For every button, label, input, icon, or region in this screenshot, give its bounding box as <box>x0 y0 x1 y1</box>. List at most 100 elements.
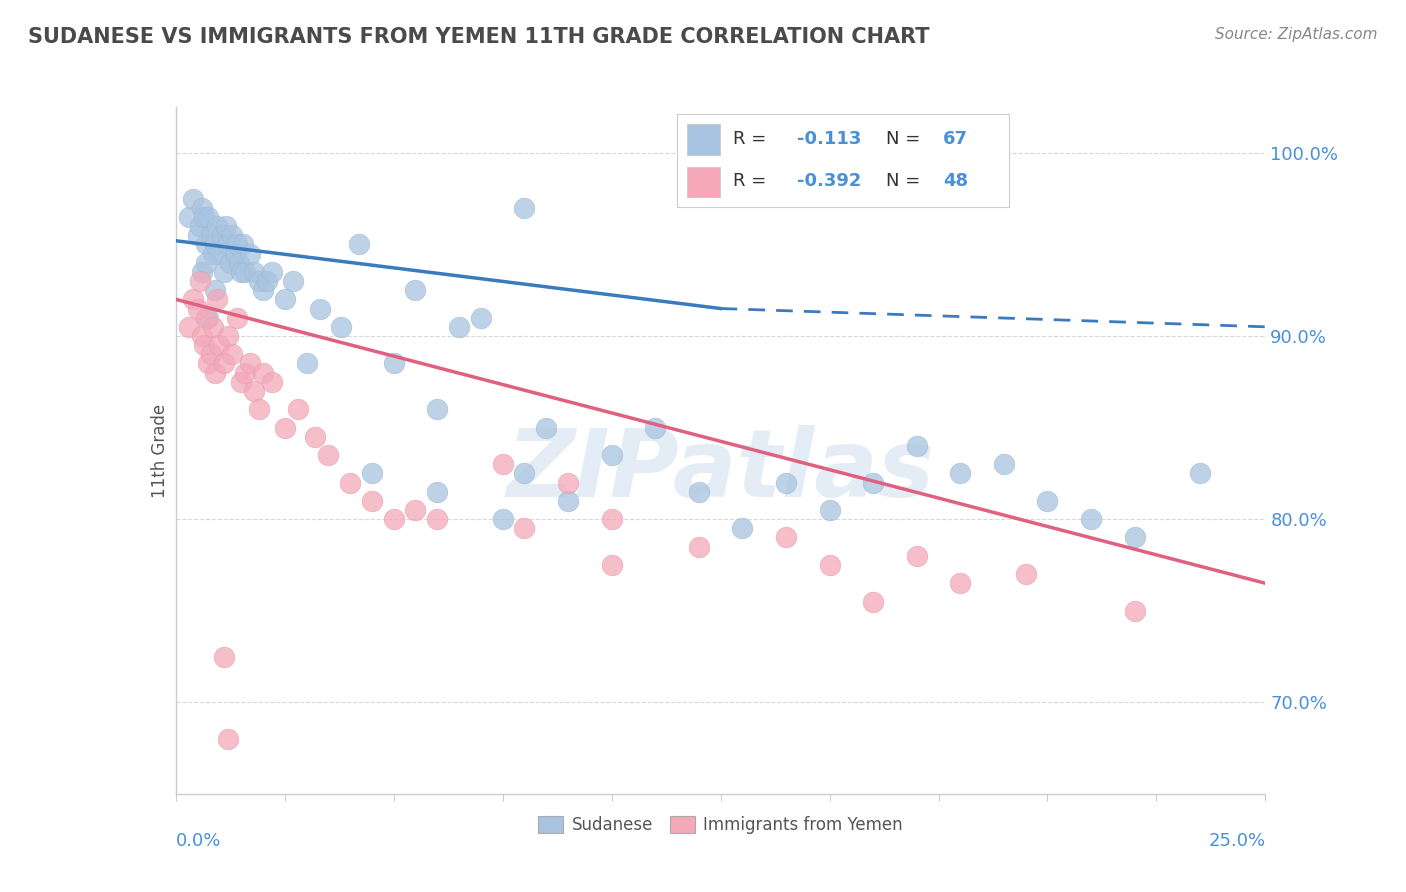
Point <box>382 512 405 526</box>
Point <box>600 512 623 526</box>
Point <box>644 420 666 434</box>
Point <box>195 256 218 270</box>
Point <box>688 484 710 499</box>
Point <box>492 457 515 471</box>
Point <box>600 448 623 462</box>
Point <box>426 402 449 417</box>
Point <box>221 347 243 361</box>
Point <box>905 439 928 453</box>
Point <box>186 301 209 316</box>
Point <box>219 256 242 270</box>
Point <box>361 467 384 481</box>
Point <box>1123 604 1146 618</box>
Point <box>492 512 515 526</box>
Point <box>688 540 710 554</box>
Point <box>217 731 239 746</box>
FancyBboxPatch shape <box>688 124 720 154</box>
Text: N =: N = <box>886 130 927 148</box>
Point <box>252 283 274 297</box>
Point <box>231 375 253 389</box>
Point <box>862 594 884 608</box>
Point <box>239 246 262 260</box>
Point <box>204 366 226 380</box>
Point <box>426 512 449 526</box>
Text: 48: 48 <box>943 172 967 190</box>
Point <box>274 420 297 434</box>
Point <box>188 274 211 288</box>
Point <box>557 475 579 490</box>
Point <box>339 475 361 490</box>
Point <box>191 265 214 279</box>
Point <box>181 192 204 206</box>
Point <box>212 356 235 370</box>
Point <box>256 274 278 288</box>
Point <box>225 237 247 252</box>
Point <box>347 237 370 252</box>
Point <box>235 265 257 279</box>
Point <box>195 237 218 252</box>
Point <box>243 384 266 398</box>
Point <box>177 210 200 224</box>
Text: 0.0%: 0.0% <box>176 831 221 850</box>
Point <box>993 457 1015 471</box>
Point <box>205 219 228 233</box>
Point <box>283 274 305 288</box>
Point <box>201 246 224 260</box>
Point <box>1015 567 1038 582</box>
Text: Source: ZipAtlas.com: Source: ZipAtlas.com <box>1215 27 1378 42</box>
Point <box>905 549 928 563</box>
Y-axis label: 11th Grade: 11th Grade <box>150 403 169 498</box>
Point <box>252 366 274 380</box>
Point <box>211 228 233 243</box>
Point <box>221 228 243 243</box>
Point <box>197 356 219 370</box>
Point <box>212 265 235 279</box>
Text: 67: 67 <box>943 130 967 148</box>
Point <box>260 265 283 279</box>
FancyBboxPatch shape <box>688 167 720 197</box>
Point <box>205 293 228 307</box>
Point <box>197 210 219 224</box>
Point <box>195 310 218 325</box>
Point <box>318 448 340 462</box>
Point <box>204 237 226 252</box>
Point <box>361 493 384 508</box>
Point <box>191 201 214 215</box>
Point <box>243 265 266 279</box>
Point <box>193 210 215 224</box>
Point <box>447 319 470 334</box>
Point <box>534 420 557 434</box>
Point <box>208 246 231 260</box>
Point <box>197 310 219 325</box>
Point <box>513 467 536 481</box>
Text: SUDANESE VS IMMIGRANTS FROM YEMEN 11TH GRADE CORRELATION CHART: SUDANESE VS IMMIGRANTS FROM YEMEN 11TH G… <box>28 27 929 46</box>
Point <box>818 503 841 517</box>
Point <box>1036 493 1059 508</box>
Point <box>217 329 239 343</box>
Text: R =: R = <box>734 130 772 148</box>
Point <box>212 649 235 664</box>
Point <box>949 576 972 591</box>
Point <box>247 274 270 288</box>
Text: 25.0%: 25.0% <box>1208 831 1265 850</box>
Point <box>308 301 330 316</box>
Point <box>235 366 257 380</box>
Point <box>557 493 579 508</box>
Point <box>224 246 246 260</box>
Point <box>405 503 427 517</box>
Point <box>775 475 797 490</box>
Point <box>228 256 250 270</box>
Point <box>177 319 200 334</box>
Point <box>225 310 247 325</box>
Point <box>513 521 536 535</box>
Point <box>260 375 283 389</box>
Point <box>949 467 972 481</box>
Point <box>818 558 841 572</box>
Point <box>304 430 326 444</box>
Point <box>1080 512 1102 526</box>
Point <box>405 283 427 297</box>
Point <box>470 310 492 325</box>
Text: R =: R = <box>734 172 772 190</box>
Text: -0.392: -0.392 <box>797 172 860 190</box>
Point <box>247 402 270 417</box>
